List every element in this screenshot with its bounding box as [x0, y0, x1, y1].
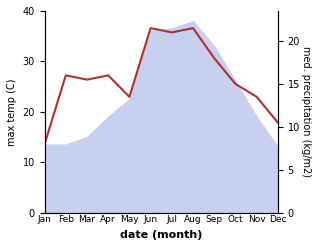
Y-axis label: max temp (C): max temp (C): [7, 78, 17, 145]
Y-axis label: med. precipitation (kg/m2): med. precipitation (kg/m2): [301, 46, 311, 177]
X-axis label: date (month): date (month): [120, 230, 203, 240]
